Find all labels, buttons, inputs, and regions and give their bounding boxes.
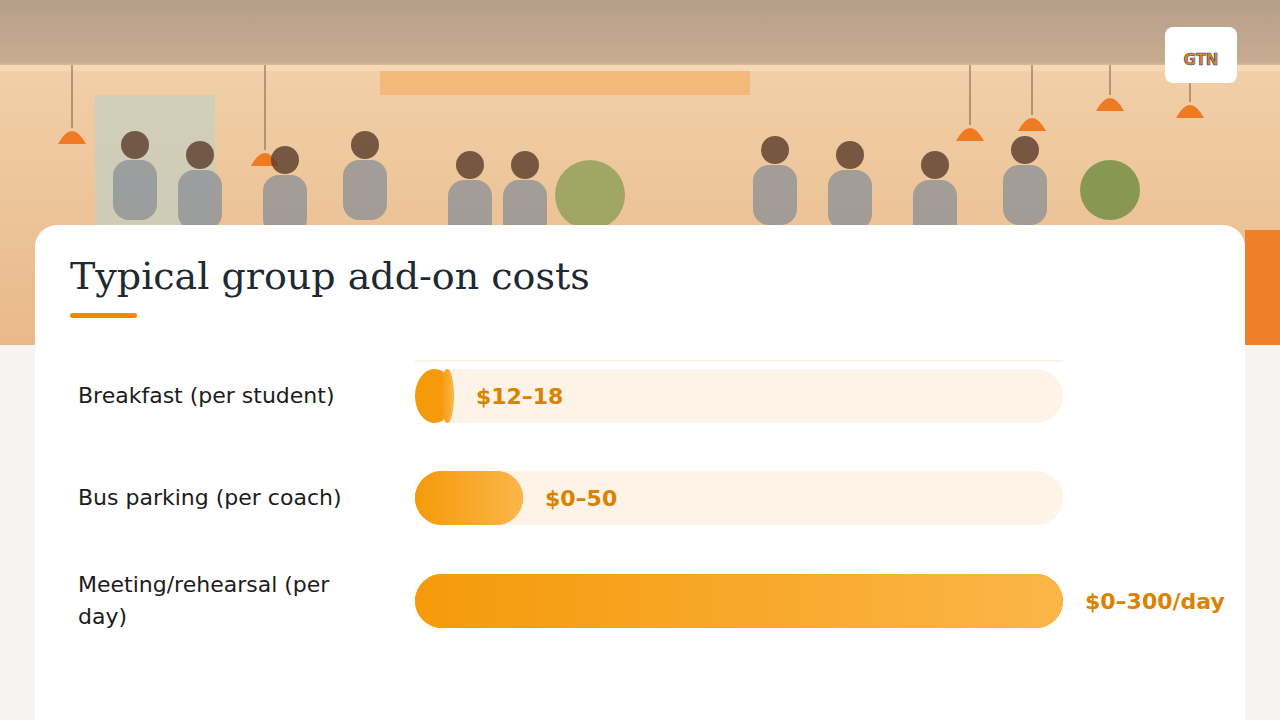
logo: GTN: [1184, 51, 1219, 69]
figure-head: [456, 151, 484, 179]
bar: [415, 471, 523, 525]
data-label: $12–18: [476, 384, 564, 409]
lamp: [1018, 118, 1046, 131]
figure-head: [761, 136, 789, 164]
chart-title: Typical group add-on costs: [70, 254, 590, 298]
figure-head: [511, 151, 539, 179]
bar: [415, 574, 1063, 628]
bar-range: [415, 471, 523, 525]
lamp: [1176, 105, 1204, 118]
wall-accent: [1245, 230, 1280, 345]
bar-range: [441, 369, 454, 423]
figure-body: [343, 160, 387, 220]
title-underline: [70, 313, 137, 318]
ceiling-light: [0, 65, 1280, 71]
lamp-cord: [265, 65, 266, 150]
lamp: [956, 128, 984, 141]
figure-body: [178, 170, 222, 230]
bar-range: [415, 574, 1063, 628]
plant: [1080, 160, 1140, 220]
figure-body: [113, 160, 157, 220]
data-label: $0–300/day: [1085, 589, 1225, 614]
figure-body: [1003, 165, 1047, 225]
figure-head: [271, 146, 299, 174]
lamp-cord: [72, 65, 73, 128]
figure-head: [121, 131, 149, 159]
plant: [555, 160, 625, 230]
bar-track: [415, 471, 1063, 525]
lamp-cord: [1032, 65, 1033, 115]
lamp: [1096, 98, 1124, 111]
figure-head: [1011, 136, 1039, 164]
category-label: Bus parking (per coach): [78, 482, 368, 514]
bars: [415, 369, 1063, 628]
data-label: $0–50: [545, 486, 617, 511]
logo-box: [1165, 27, 1237, 83]
axis-line: [415, 361, 1063, 362]
category-label: Breakfast (per student): [78, 380, 368, 412]
lamp-cord: [1110, 65, 1111, 95]
lamp-cord: [970, 65, 971, 125]
bar-track: [415, 574, 1063, 628]
slide: GTN Typical group add-on costs $12–18 $0–50…: [0, 0, 1280, 720]
lamp: [58, 131, 86, 144]
canvas: GTN Typical group add-on costs $12–18 $0–50…: [0, 0, 1280, 720]
figure-head: [351, 131, 379, 159]
bar-track: [415, 369, 1063, 423]
figure-head: [836, 141, 864, 169]
figure-head: [186, 141, 214, 169]
figure-body: [828, 170, 872, 230]
card: [35, 225, 1245, 720]
figure-head: [921, 151, 949, 179]
category-label: Meeting/rehearsal (per day): [78, 569, 368, 633]
bar: [415, 369, 454, 423]
figure-body: [753, 165, 797, 225]
